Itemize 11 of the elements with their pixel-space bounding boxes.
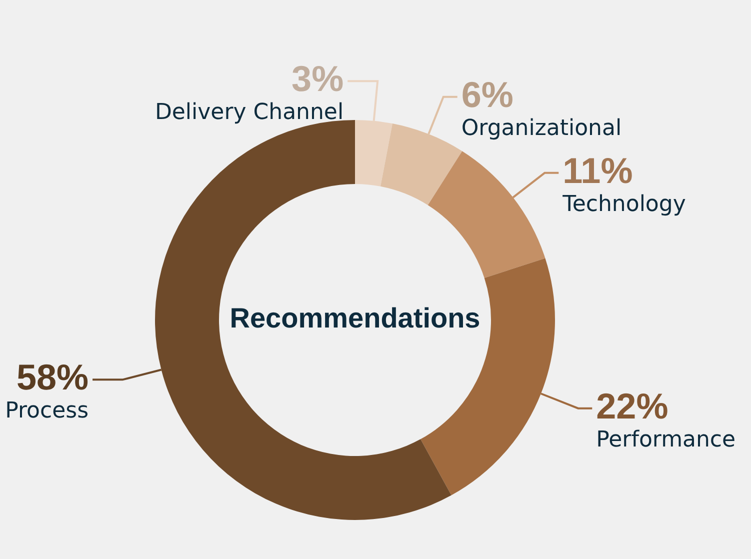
data-label: 58%: [16, 356, 89, 398]
text: Recommendations: [230, 302, 480, 334]
data-label: 3%: [292, 58, 344, 100]
data-label: 11%: [562, 150, 633, 191]
slice-label: Delivery Channel: [154, 100, 344, 126]
data-label: 6%: [461, 74, 514, 115]
slice-label: Organizational: [461, 116, 622, 141]
slice-label: Performance: [596, 427, 736, 452]
slice-label: Process: [5, 398, 89, 424]
data-label: 22%: [596, 385, 668, 426]
slice-label: Technology: [562, 192, 686, 217]
